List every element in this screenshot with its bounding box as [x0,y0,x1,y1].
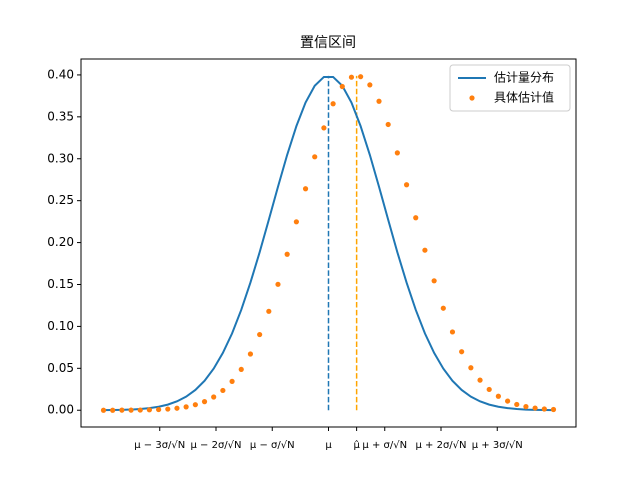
line [103,75,554,412]
y-tick-label: 0.00 [47,403,74,417]
point [293,219,299,225]
point [376,98,382,104]
point [100,407,107,413]
chart-title: 置信区间 [300,35,356,51]
point [440,305,446,311]
point [211,394,217,400]
point [385,121,391,128]
point [201,399,208,405]
plot-frame [80,58,577,428]
legend-box [449,64,571,112]
point [330,101,336,107]
point [550,406,557,413]
legend-label: 具体估计值 [494,90,554,105]
y-tick-label: 0.30 [47,151,74,165]
point [486,386,492,393]
point [495,393,501,399]
x-tick-label: μ − 3σ/√N [134,440,185,451]
point [422,247,428,253]
point [302,186,309,192]
point [146,407,152,413]
y-tick-label: 0.25 [47,193,74,207]
point [257,331,263,338]
x-tick-label: μ̂ [353,439,360,451]
point [449,329,456,335]
point [541,406,547,412]
point [183,404,189,410]
point [312,154,318,160]
point [192,402,198,408]
point [110,407,116,413]
point [156,406,162,413]
point [321,125,327,131]
point [477,377,483,383]
legend-label: 估计量分布 [494,71,554,85]
point [137,407,143,413]
point [247,351,254,357]
x-tick-label: μ + 2σ/√N [415,440,466,451]
point [403,182,410,188]
y-tick-label: 0.15 [47,277,74,291]
point [284,251,290,257]
y-tick-label: 0.40 [47,67,74,81]
point [348,74,355,80]
point [468,365,474,371]
point [514,401,520,408]
point [459,349,465,355]
y-tick-label: 0.10 [47,319,74,333]
point [358,74,364,80]
point [220,387,226,394]
point [238,366,244,373]
point [119,407,125,413]
point [275,281,281,287]
point [266,308,272,314]
point [229,378,235,384]
point [128,407,134,413]
point [532,405,538,411]
legend-swatch [469,95,475,101]
y-tick-label: 0.35 [47,109,74,123]
point [165,406,171,412]
point [413,215,419,221]
point [339,83,345,90]
y-tick-label: 0.05 [47,361,74,375]
x-tick-label: μ + 3σ/√N [472,440,523,451]
point [505,398,511,404]
x-tick-label: μ − 2σ/√N [190,440,241,451]
point [174,405,180,411]
x-tick-label: μ + σ/√N [362,440,407,451]
x-tick-label: μ − σ/√N [250,440,295,451]
point [523,404,529,410]
y-tick-label: 0.20 [47,235,74,249]
point [367,82,373,88]
x-tick-label: μ [325,440,332,451]
point [431,278,437,284]
point [394,150,400,156]
